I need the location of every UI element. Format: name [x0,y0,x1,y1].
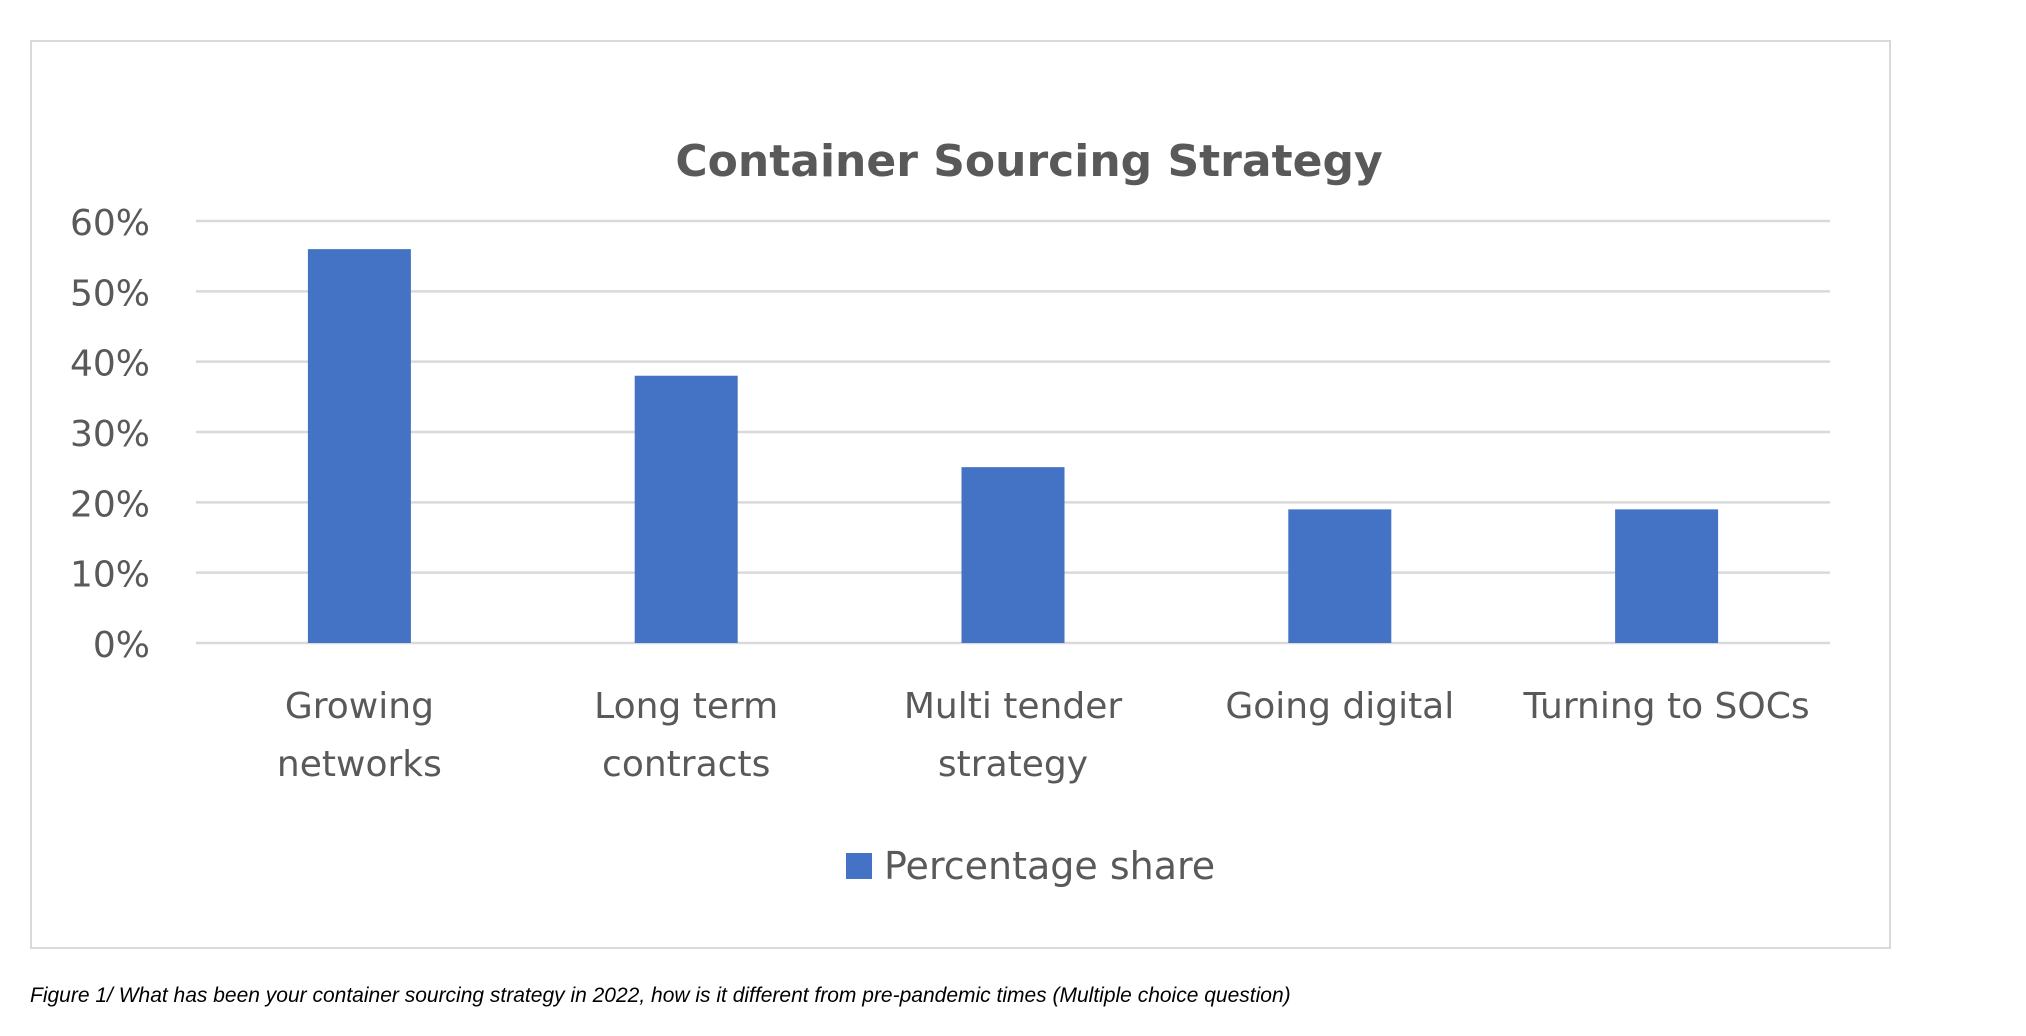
bar [634,375,738,643]
x-tick-label: Multi tender [904,686,1123,727]
bar [1288,509,1392,643]
figure-caption: Figure 1/ What has been your container s… [30,984,1291,1007]
chart-svg: Container Sourcing Strategy 0% 10% 20% 30% 40… [70,136,1830,888]
y-tick-label: 30% [70,414,150,455]
legend-label: Percentage share [884,844,1215,888]
x-tick-label: Going digital [1225,686,1454,727]
x-tick-label: Turning to SOCs [1523,686,1810,727]
chart-title: Container Sourcing Strategy [675,136,1382,187]
y-tick-label: 10% [70,555,150,596]
x-tick-label: networks [277,744,442,785]
y-tick-label: 50% [70,273,150,314]
y-tick-label: 0% [93,625,150,666]
x-tick-label: contracts [602,744,770,785]
y-tick-label: 60% [70,203,150,244]
bar [1615,509,1719,643]
bar [961,467,1065,643]
y-tick-label: 40% [70,344,150,385]
x-tick-label: strategy [938,744,1088,785]
legend-swatch [846,853,872,879]
chart-container: Container Sourcing Strategy 0% 10% 20% 30% 40… [30,40,1891,949]
bar [307,249,411,643]
x-tick-label: Growing [285,686,434,727]
y-tick-label: 20% [70,484,150,525]
x-tick-label: Long term [594,686,778,727]
